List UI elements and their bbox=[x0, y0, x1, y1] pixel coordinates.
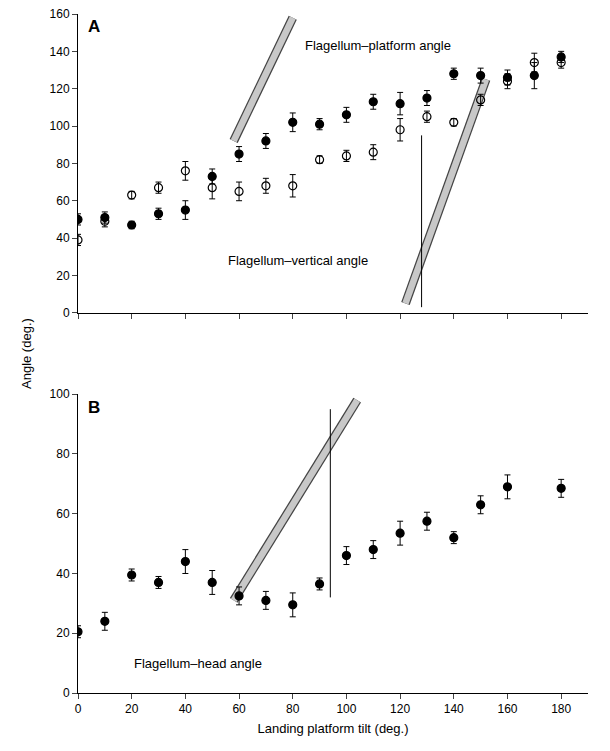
svg-text:180: 180 bbox=[551, 702, 571, 716]
svg-text:80: 80 bbox=[286, 702, 300, 716]
svg-text:20: 20 bbox=[56, 269, 70, 283]
svg-text:100: 100 bbox=[336, 702, 356, 716]
svg-text:0: 0 bbox=[63, 306, 70, 320]
svg-text:60: 60 bbox=[232, 702, 246, 716]
svg-text:Flagellum–head angle: Flagellum–head angle bbox=[134, 656, 262, 671]
svg-text:100: 100 bbox=[50, 119, 70, 133]
svg-text:120: 120 bbox=[390, 702, 410, 716]
svg-text:80: 80 bbox=[56, 157, 70, 171]
svg-text:20: 20 bbox=[56, 626, 70, 640]
svg-text:0: 0 bbox=[63, 686, 70, 700]
svg-text:Flagellum–platform angle: Flagellum–platform angle bbox=[305, 38, 451, 53]
svg-text:Flagellum–vertical angle: Flagellum–vertical angle bbox=[228, 253, 368, 268]
svg-text:0: 0 bbox=[75, 702, 82, 716]
svg-text:120: 120 bbox=[50, 82, 70, 96]
svg-text:160: 160 bbox=[50, 7, 70, 21]
svg-text:80: 80 bbox=[56, 447, 70, 461]
svg-text:60: 60 bbox=[56, 194, 70, 208]
svg-text:140: 140 bbox=[444, 702, 464, 716]
svg-text:140: 140 bbox=[50, 45, 70, 59]
svg-text:20: 20 bbox=[125, 702, 139, 716]
svg-text:Landing platform tilt (deg.): Landing platform tilt (deg.) bbox=[257, 721, 408, 736]
svg-text:40: 40 bbox=[179, 702, 193, 716]
svg-text:60: 60 bbox=[56, 507, 70, 521]
svg-text:Angle (deg.): Angle (deg.) bbox=[19, 318, 34, 389]
svg-text:B: B bbox=[88, 398, 100, 417]
svg-text:100: 100 bbox=[50, 387, 70, 401]
svg-text:40: 40 bbox=[56, 231, 70, 245]
svg-text:40: 40 bbox=[56, 567, 70, 581]
svg-text:160: 160 bbox=[497, 702, 517, 716]
svg-text:A: A bbox=[88, 17, 100, 36]
